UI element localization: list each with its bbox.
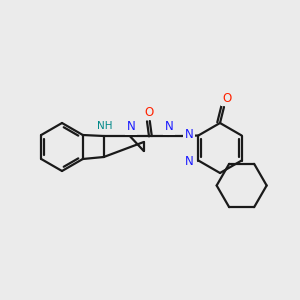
Text: N: N (164, 121, 173, 134)
Text: NH: NH (97, 121, 112, 131)
Text: N: N (185, 155, 194, 168)
Text: O: O (222, 92, 232, 104)
Text: N: N (185, 128, 194, 141)
Text: O: O (144, 106, 153, 118)
Text: N: N (126, 121, 135, 134)
